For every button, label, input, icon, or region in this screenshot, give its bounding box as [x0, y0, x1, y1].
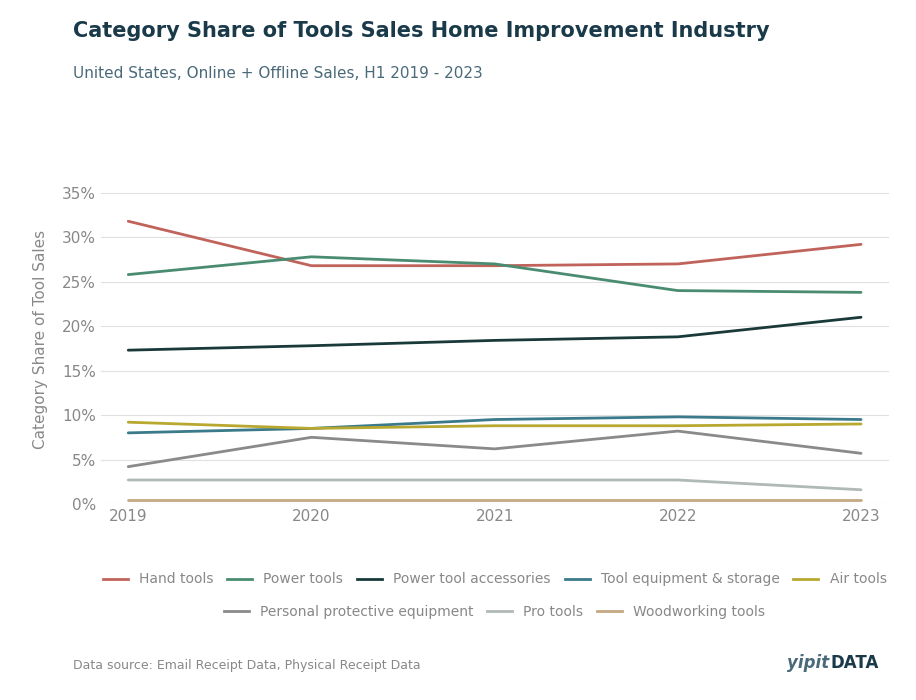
Text: Category Share of Tools Sales Home Improvement Industry: Category Share of Tools Sales Home Impro… [73, 21, 770, 41]
Y-axis label: Category Share of Tool Sales: Category Share of Tool Sales [33, 230, 48, 449]
Text: yipit: yipit [787, 654, 829, 672]
Text: DATA: DATA [831, 654, 879, 672]
Text: United States, Online + Offline Sales, H1 2019 - 2023: United States, Online + Offline Sales, H… [73, 66, 483, 81]
Legend: Personal protective equipment, Pro tools, Woodworking tools: Personal protective equipment, Pro tools… [218, 600, 771, 625]
Text: Data source: Email Receipt Data, Physical Receipt Data: Data source: Email Receipt Data, Physica… [73, 659, 421, 672]
